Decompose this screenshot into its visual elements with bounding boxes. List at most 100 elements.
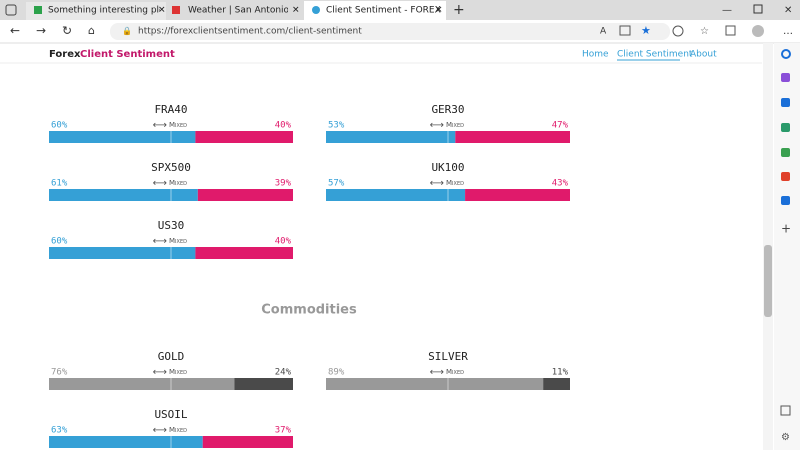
short-label: 40% (275, 237, 292, 247)
long-bar (326, 131, 456, 143)
sidebar-icon[interactable] (781, 98, 790, 107)
status: Mixed (446, 179, 464, 187)
short-bar (197, 189, 293, 201)
mixed-arrow: ⟷ (153, 236, 167, 247)
short-label: 40% (275, 121, 292, 131)
mixed-arrow: ⟷ (430, 367, 444, 378)
sidebar-icon[interactable] (781, 148, 790, 157)
favorites[interactable]: ☆ (700, 26, 709, 37)
address-bar[interactable] (110, 23, 670, 40)
status: Mixed (446, 368, 464, 376)
short-bar (234, 378, 293, 390)
short-label: 39% (275, 179, 292, 189)
mixed-arrow: ⟷ (430, 120, 444, 131)
long-bar (49, 378, 235, 390)
nav-link[interactable]: Home (582, 50, 609, 60)
short-bar (195, 247, 293, 259)
profile[interactable] (752, 25, 764, 37)
back[interactable]: ← (10, 24, 20, 38)
long-bar (49, 189, 198, 201)
forward[interactable]: → (36, 24, 46, 38)
long-label: 61% (51, 179, 68, 189)
tab-title[interactable]: Client Sentiment - FOREX Client (326, 6, 470, 16)
search-icon[interactable] (781, 49, 791, 59)
symbol: USOIL (154, 408, 187, 421)
mixed-arrow: ⟷ (153, 178, 167, 189)
long-bar (49, 436, 203, 448)
read-aloud[interactable]: A (600, 27, 607, 37)
tab[interactable] (26, 2, 166, 20)
brand[interactable]: Forex (49, 49, 81, 60)
long-label: 60% (51, 237, 68, 247)
sidebar (774, 43, 800, 450)
long-bar (326, 378, 544, 390)
status: Mixed (169, 426, 187, 434)
home[interactable]: ⌂ (88, 24, 95, 37)
status: Mixed (169, 179, 187, 187)
short-bar (202, 436, 293, 448)
symbol: SPX500 (151, 161, 191, 174)
minimize[interactable]: — (722, 5, 732, 16)
mixed-arrow: ⟷ (153, 120, 167, 131)
tab-actions[interactable] (5, 4, 17, 16)
scroll-thumb[interactable] (764, 245, 772, 317)
sidebar-icon[interactable] (781, 172, 790, 181)
long-label: 63% (51, 426, 68, 436)
sidebar-icon[interactable] (781, 73, 790, 82)
status: Mixed (169, 237, 187, 245)
favorite[interactable]: ★ (641, 24, 651, 37)
short-label: 43% (552, 179, 569, 189)
settings-icon[interactable]: ⚙ (781, 432, 790, 443)
short-bar (455, 131, 570, 143)
sidebar-icon[interactable] (781, 123, 790, 132)
short-bar (195, 131, 293, 143)
menu[interactable]: … (783, 26, 793, 37)
tab-close[interactable]: ✕ (158, 6, 166, 16)
short-label: 37% (275, 426, 292, 436)
status: Mixed (169, 368, 187, 376)
close-window[interactable]: ✕ (784, 5, 792, 16)
ext-icon[interactable] (672, 25, 684, 37)
refresh[interactable]: ↻ (62, 24, 72, 38)
short-label: 47% (552, 121, 569, 131)
new-tab[interactable]: + (453, 2, 465, 18)
status: Mixed (169, 121, 187, 129)
symbol: US30 (158, 219, 185, 232)
symbol: FRA40 (154, 103, 187, 116)
app-icon[interactable] (619, 25, 631, 36)
short-bar (465, 189, 570, 201)
maximize[interactable] (753, 4, 763, 14)
brand-accent[interactable]: Client Sentiment (80, 49, 175, 60)
long-bar (49, 131, 196, 143)
collections[interactable] (725, 25, 736, 36)
content: IndicesFRA40⟷Mixed60%40%GER30⟷Mixed53%47… (49, 53, 570, 448)
tab-title[interactable]: Weather | San Antonio Forecast (188, 6, 330, 16)
tab-title[interactable]: Something interesting please po (48, 6, 195, 16)
section-heading: Commodities (261, 303, 357, 318)
sidebar-icon[interactable] (780, 405, 791, 416)
nav-link[interactable]: Client Sentiment (617, 50, 693, 60)
mixed-arrow: ⟷ (430, 178, 444, 189)
tab-icon (312, 6, 320, 14)
tab-close[interactable]: ✕ (292, 6, 300, 16)
url[interactable]: https://forexclientsentiment.com/client-… (138, 27, 362, 37)
sidebar-icon[interactable] (781, 196, 790, 205)
tab-close[interactable]: ✕ (435, 6, 443, 16)
lock: 🔒 (122, 27, 132, 36)
short-label: 11% (552, 368, 569, 378)
symbol: GER30 (431, 103, 464, 116)
long-label: 57% (328, 179, 345, 189)
tab-icon (34, 6, 42, 14)
nav-link[interactable]: About (690, 50, 717, 60)
long-label: 53% (328, 121, 345, 131)
symbol: SILVER (428, 350, 468, 363)
active-tab[interactable] (304, 1, 446, 21)
status: Mixed (446, 121, 464, 129)
mixed-arrow: ⟷ (153, 425, 167, 436)
add-icon[interactable]: + (781, 222, 791, 236)
long-bar (49, 247, 196, 259)
mixed-arrow: ⟷ (153, 367, 167, 378)
long-label: 60% (51, 121, 68, 131)
